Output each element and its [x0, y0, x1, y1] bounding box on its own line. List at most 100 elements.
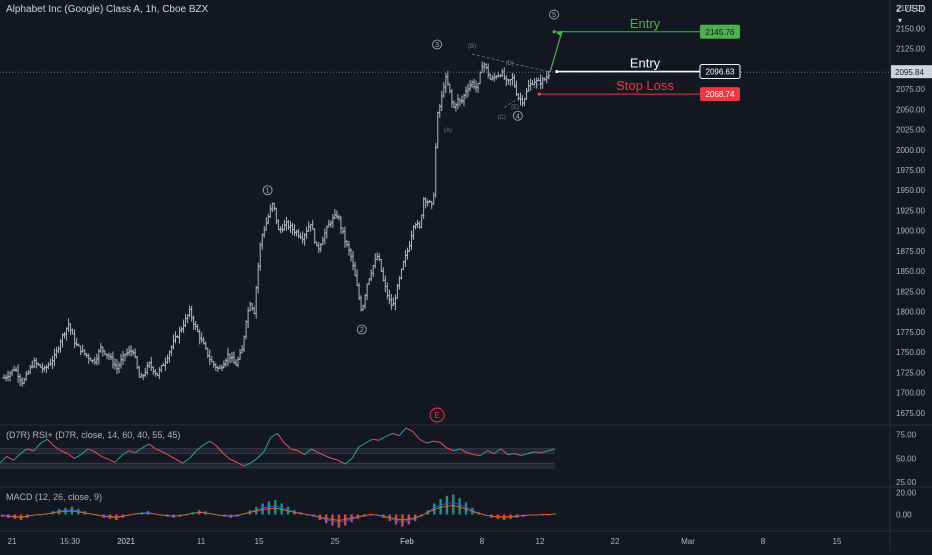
macd-histogram-bar: [274, 500, 277, 515]
rsi-tick-label: 50.00: [896, 454, 917, 463]
rsi-line-segment: [419, 438, 427, 444]
rsi-line-segment: [182, 457, 190, 464]
rsi-line-segment: [175, 458, 183, 464]
level-name: Entry: [630, 16, 661, 31]
rsi-line-segment: [33, 442, 41, 452]
rsi-line-segment: [541, 450, 549, 454]
level-start-dot: [555, 69, 559, 74]
rsi-line-segment: [202, 440, 211, 446]
rsi-line-segment: [378, 436, 387, 441]
x-tick-label: Mar: [681, 537, 695, 546]
rsi-line-segment: [500, 448, 508, 455]
rsi-line-segment: [365, 438, 373, 444]
rsi-line-segment: [162, 451, 170, 456]
price-tick-label: 1800.00: [896, 308, 925, 317]
rsi-line-segment: [385, 433, 393, 437]
price-bars[interactable]: [2, 61, 551, 387]
rsi-line-segment: [426, 440, 434, 444]
projection-arrowhead: [556, 30, 563, 37]
level-name: Entry: [630, 56, 661, 71]
current-price-label: 2095.84: [895, 68, 924, 77]
rsi-line-segment: [548, 448, 556, 452]
rsi-line-segment: [80, 448, 89, 455]
rsi-line-segment: [250, 457, 258, 464]
macd-histogram-bar: [267, 501, 271, 515]
rsi-line-segment: [398, 427, 407, 436]
rsi-line-segment: [0, 456, 8, 464]
price-tick-label: 1775.00: [896, 328, 925, 337]
rsi-line-segment: [108, 458, 116, 463]
sub-wave-label: (B): [468, 44, 476, 50]
wave-label: 3: [435, 42, 439, 49]
annotations: 2095.84 Entry 2145.76 Entry 2096.63 Stop Loss…: [0, 9, 932, 423]
rsi-line-segment: [473, 454, 481, 457]
rsi-line-segment: [351, 446, 360, 459]
macd-histogram-bar: [401, 514, 404, 527]
x-tick-label: 12: [536, 537, 545, 546]
rsi-tick-label: 25.00: [896, 478, 917, 487]
x-tick-label: Feb: [400, 537, 414, 546]
rsi-line-segment: [94, 451, 102, 457]
rsi-line-segment: [168, 455, 177, 460]
rsi-line-segment: [480, 450, 488, 456]
rsi-line-segment: [283, 442, 292, 450]
wave-marker: [549, 9, 560, 20]
rsi-line-segment: [141, 443, 150, 449]
currency-menu[interactable]: 2 USD ▾: [896, 4, 932, 26]
macd-histogram-bar: [369, 514, 372, 516]
rsi-line-segment: [216, 445, 224, 454]
x-tick-label: 8: [480, 537, 485, 546]
x-tick-label: 21: [8, 537, 17, 546]
rsi-line-segment: [493, 448, 502, 455]
sub-wave-label: (C): [497, 115, 505, 121]
wave-marker: [262, 185, 273, 196]
price-tick-label: 1825.00: [896, 287, 925, 296]
macd-histogram-bar: [280, 503, 283, 515]
macd-histogram-bar: [38, 514, 42, 516]
price-tick-label: 2125.00: [896, 45, 925, 54]
rsi-line-segment: [229, 458, 238, 463]
price-tick-label: 1925.00: [896, 206, 925, 215]
rsi-line-segment: [256, 451, 265, 459]
price-tick-label: 2025.00: [896, 126, 925, 135]
rsi-line-segment: [358, 442, 366, 448]
rsi-line-segment: [128, 450, 136, 454]
price-tick-label: 2150.00: [896, 24, 925, 33]
wave-label: 5: [552, 12, 556, 19]
wave-marker: [432, 39, 442, 50]
price-tick-label: 2050.00: [896, 105, 925, 114]
macd-histogram-bar: [324, 514, 328, 524]
rsi-line-segment: [338, 459, 346, 465]
macd-histogram-bar: [547, 514, 550, 516]
level-tag: [700, 87, 740, 102]
chevron-down-icon: ▾: [898, 16, 903, 25]
price-tick-label: 1950.00: [896, 186, 925, 195]
event-marker-label: E: [434, 411, 439, 420]
rsi-line-segment: [372, 438, 380, 441]
rsi-line-segment: [26, 448, 34, 452]
projection-arrow: [549, 30, 563, 73]
rsi-line-segment: [114, 455, 123, 463]
macd-histogram-bar: [331, 514, 334, 526]
rsi-line-segment: [433, 440, 441, 443]
price-tick-label: 2075.00: [896, 85, 925, 94]
rsi-line-segment: [466, 452, 474, 456]
macd-histogram-bar: [458, 498, 461, 515]
sub-wave-label: (D): [506, 61, 514, 67]
sub-wave-label: (A): [444, 128, 452, 134]
rsi-line-segment: [189, 450, 197, 459]
rsi-line-segment: [53, 445, 62, 452]
macd-histogram-bar: [464, 502, 468, 515]
x-tick-label: 15: [255, 537, 264, 546]
rsi-line-segment: [148, 443, 156, 450]
x-tick-label: 15:30: [60, 537, 81, 546]
rsi-line-segment: [459, 448, 468, 454]
x-tick-label: 11: [197, 537, 206, 546]
rsi-line-segment: [243, 462, 251, 467]
rsi-line-segment: [270, 433, 278, 438]
x-axis: 21 15:30 2021 11 15 25 Feb 8 12 22 Mar 8 15: [8, 537, 842, 546]
price-tick-label: 1900.00: [896, 227, 925, 236]
macd-histogram-bar: [344, 514, 347, 526]
x-tick-label: 2021: [117, 537, 135, 546]
wave-marker: [356, 324, 367, 335]
